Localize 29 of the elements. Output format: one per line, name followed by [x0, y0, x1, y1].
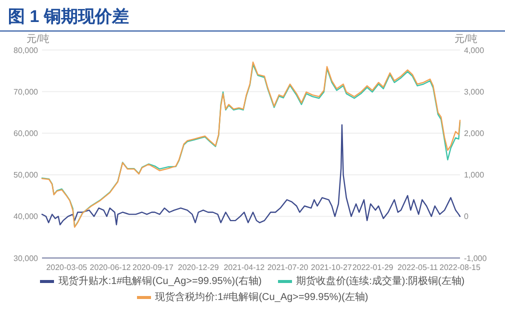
x-tick-label: 2022-08-15	[440, 263, 482, 272]
legend-label: 现货含税均价:1#电解铜(Cu_Ag>=99.95%)(左轴)	[154, 290, 368, 304]
x-tick-label: 2022-05-11	[398, 263, 438, 272]
x-tick-label: 2021-04-12	[224, 263, 266, 272]
y2-tick-label: 0	[464, 212, 469, 222]
legend-label: 期货收盘价(连续:成交量):阴极铜(左轴)	[296, 274, 465, 288]
x-tick-label: 2020-06-12	[90, 263, 132, 272]
y2-tick-label: 2,000	[464, 129, 485, 138]
legend-label: 现货升贴水:1#电解铜(Cu_Ag>=99.95%)(右轴)	[58, 274, 262, 288]
y2-axis-title: 元/吨	[454, 33, 478, 45]
x-tick-label: 2020-09-17	[132, 263, 174, 272]
y2-tick-label: -1,000	[464, 254, 488, 263]
line-series	[41, 124, 461, 226]
y-tick-label: 70,000	[14, 87, 39, 96]
x-tick-label: 2021-10-27	[310, 263, 352, 272]
chart-title: 图 1 铜期现价差	[8, 7, 129, 26]
x-tick-label: 2020-03-05	[46, 263, 88, 272]
y2-tick-label: 4,000	[464, 46, 485, 55]
y-tick-label: 80,000	[14, 46, 39, 55]
y-tick-label: 60,000	[14, 129, 39, 138]
y-axis-title: 元/吨	[26, 33, 50, 45]
y-tick-label: 30,000	[14, 254, 39, 263]
x-tick-label: 2021-07-20	[267, 263, 309, 272]
x-tick-label: 2020-12-29	[178, 263, 220, 272]
y-tick-label: 50,000	[14, 170, 39, 180]
y-tick-label: 40,000	[14, 212, 39, 222]
x-tick-label: 2022-01-29	[352, 263, 394, 272]
y2-tick-label: 3,000	[464, 87, 485, 96]
y2-tick-label: 1,000	[464, 170, 485, 180]
